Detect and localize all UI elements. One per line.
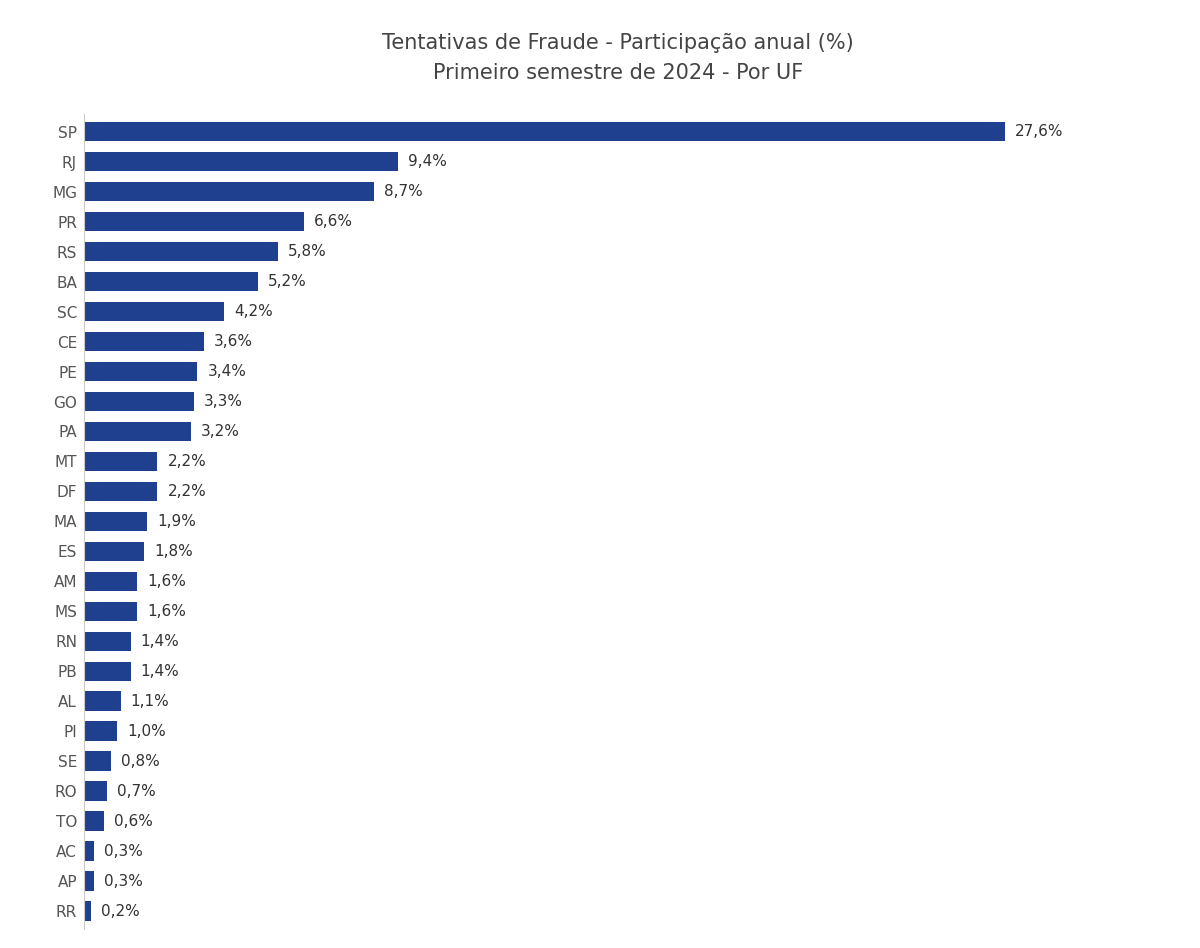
Text: 1,1%: 1,1% [131, 694, 169, 709]
Bar [84, 482, 157, 501]
Bar [84, 662, 131, 681]
Bar [84, 572, 138, 592]
Text: 1,4%: 1,4% [140, 634, 180, 648]
Bar [84, 242, 277, 262]
Bar [84, 512, 148, 531]
Bar [84, 212, 305, 231]
Text: 0,8%: 0,8% [121, 754, 160, 769]
Bar [84, 362, 198, 381]
Text: 3,2%: 3,2% [200, 424, 240, 439]
Bar [84, 781, 107, 801]
Text: 0,3%: 0,3% [104, 874, 143, 888]
Text: 1,0%: 1,0% [127, 723, 166, 738]
Text: 3,4%: 3,4% [208, 364, 246, 379]
Text: 5,8%: 5,8% [288, 245, 326, 259]
Text: 1,6%: 1,6% [148, 604, 186, 619]
Bar [84, 422, 191, 441]
Bar [84, 721, 118, 741]
Bar [84, 691, 121, 711]
Text: 9,4%: 9,4% [408, 155, 446, 169]
Bar [84, 122, 1006, 141]
Title: Tentativas de Fraude - Participação anual (%)
Primeiro semestre de 2024 - Por UF: Tentativas de Fraude - Participação anua… [382, 33, 854, 83]
Text: 8,7%: 8,7% [384, 184, 424, 199]
Text: 0,7%: 0,7% [118, 784, 156, 798]
Bar [84, 451, 157, 471]
Bar [84, 392, 194, 411]
Bar [84, 811, 104, 830]
Text: 4,2%: 4,2% [234, 304, 272, 319]
Text: 2,2%: 2,2% [168, 483, 206, 499]
Text: 1,4%: 1,4% [140, 664, 180, 679]
Text: 1,6%: 1,6% [148, 574, 186, 589]
Text: 1,9%: 1,9% [157, 514, 197, 529]
Text: 2,2%: 2,2% [168, 454, 206, 469]
Text: 1,8%: 1,8% [154, 544, 193, 559]
Bar [84, 842, 94, 861]
Bar [84, 631, 131, 651]
Bar [84, 332, 204, 352]
Bar [84, 272, 258, 291]
Bar [84, 902, 91, 921]
Bar [84, 301, 224, 321]
Bar [84, 182, 374, 201]
Text: 5,2%: 5,2% [268, 274, 306, 289]
Bar [84, 871, 94, 891]
Bar [84, 602, 138, 621]
Bar [84, 152, 397, 172]
Bar [84, 541, 144, 561]
Text: 3,3%: 3,3% [204, 394, 244, 409]
Text: 3,6%: 3,6% [214, 334, 253, 349]
Text: 0,6%: 0,6% [114, 813, 152, 829]
Text: 0,3%: 0,3% [104, 844, 143, 859]
Text: 6,6%: 6,6% [314, 214, 353, 229]
Text: 0,2%: 0,2% [101, 903, 139, 919]
Bar [84, 752, 110, 771]
Text: 27,6%: 27,6% [1015, 124, 1063, 139]
